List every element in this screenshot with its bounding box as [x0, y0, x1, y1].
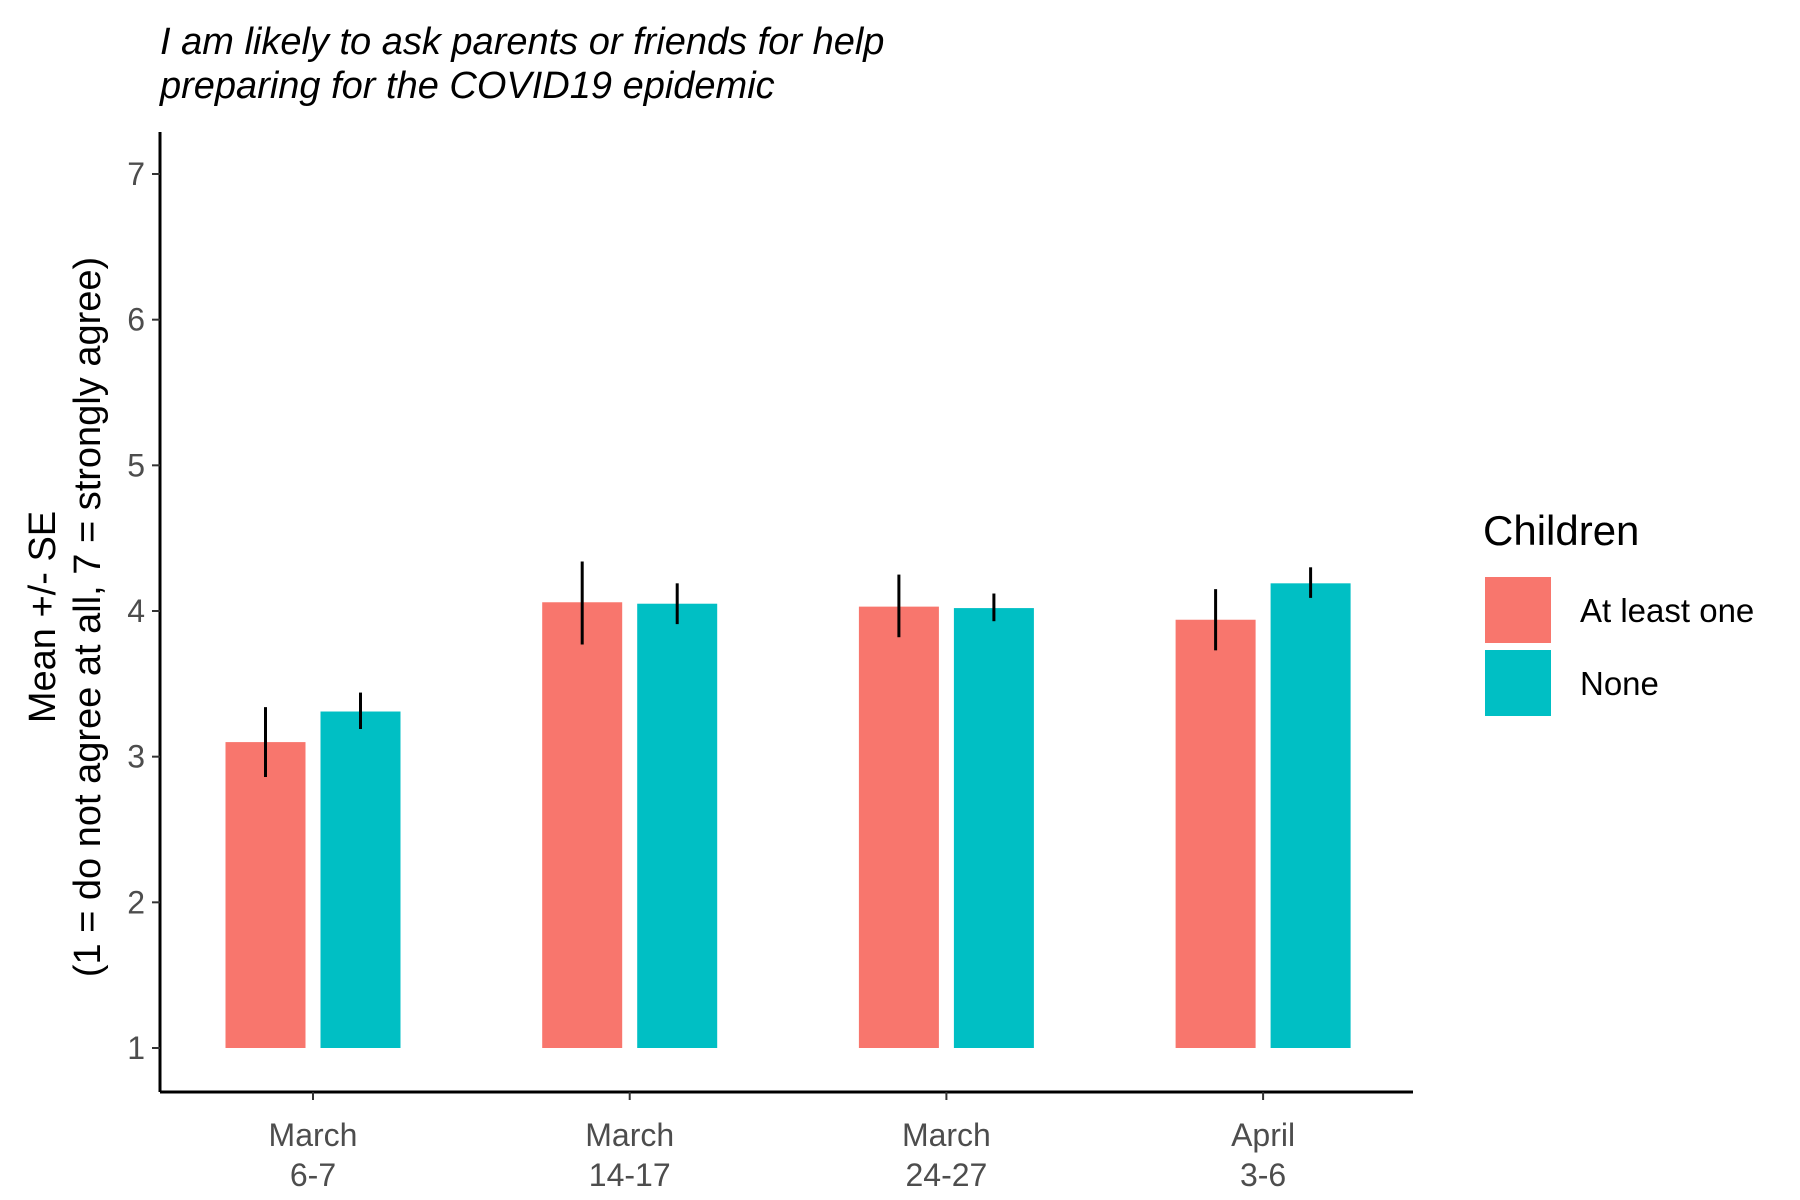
- bar-at-least-one-4: [1175, 619, 1256, 1048]
- x-tick-label: 3-6: [1240, 1157, 1286, 1193]
- chart-title-line-2: preparing for the COVID19 epidemic: [159, 65, 775, 107]
- x-tick-label: April: [1231, 1117, 1295, 1153]
- chart-title-line-1: I am likely to ask parents or friends fo…: [160, 21, 884, 63]
- y-tick-label: 1: [127, 1030, 145, 1066]
- bar-none-3: [953, 608, 1034, 1048]
- x-tick-label: 14-17: [589, 1157, 671, 1193]
- bar-at-least-one-2: [542, 602, 623, 1048]
- x-tick-label: 24-27: [905, 1157, 987, 1193]
- x-tick-label: March: [269, 1117, 358, 1153]
- legend-swatch-none: [1485, 650, 1551, 716]
- bar-none-4: [1270, 583, 1351, 1048]
- bar-none-1: [320, 711, 401, 1048]
- y-axis-title-line-1: Mean +/- SE: [22, 511, 64, 723]
- y-tick-label: 5: [127, 447, 145, 483]
- y-axis-title-line-2: (1 = do not agree at all, 7 = strongly a…: [67, 257, 109, 977]
- x-tick-label: March: [585, 1117, 674, 1153]
- bar-at-least-one-1: [225, 742, 306, 1048]
- y-tick-label: 6: [127, 302, 145, 338]
- x-tick-label: 6-7: [290, 1157, 336, 1193]
- legend-swatch-at-least-one: [1485, 577, 1551, 643]
- plot-area: [225, 583, 1351, 1048]
- y-axis: 1 2 3 4 5 6 7: [127, 132, 162, 1092]
- bar-at-least-one-3: [858, 606, 939, 1048]
- error-bars: [264, 561, 1313, 778]
- legend-label-at-least-one: At least one: [1580, 592, 1754, 629]
- legend: Children At least one None: [1483, 507, 1754, 716]
- legend-title: Children: [1483, 507, 1639, 554]
- x-tick-label: March: [902, 1117, 991, 1153]
- chart-title: I am likely to ask parents or friends fo…: [159, 21, 884, 107]
- legend-label-none: None: [1580, 665, 1659, 702]
- y-tick-label: 3: [127, 739, 145, 775]
- x-axis: March 6-7 March 14-17 March 24-27 April 3-6: [160, 1090, 1413, 1193]
- y-tick-label: 2: [127, 884, 145, 920]
- y-tick-label: 4: [127, 593, 145, 629]
- bar-none-2: [637, 603, 718, 1048]
- y-tick-label: 7: [127, 156, 145, 192]
- y-axis-title: Mean +/- SE (1 = do not agree at all, 7 …: [22, 257, 109, 977]
